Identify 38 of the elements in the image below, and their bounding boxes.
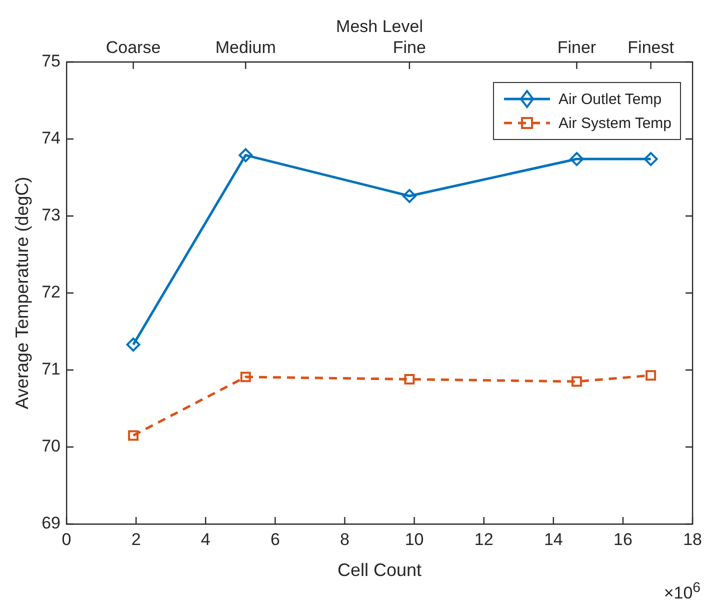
y-axis-title: Average Temperature (degC) xyxy=(12,176,32,410)
y-tick-label: 69 xyxy=(42,514,61,533)
x-tick-label: 8 xyxy=(340,530,350,549)
legend-label: Air System Temp xyxy=(558,114,672,132)
point xyxy=(128,430,139,441)
x-tick-label: 18 xyxy=(683,530,702,549)
text: Mesh Level xyxy=(336,17,423,38)
y-tick-label: 75 xyxy=(42,52,61,71)
x-axis-title: Cell Count xyxy=(338,560,422,580)
x-tick-label: 4 xyxy=(200,530,210,549)
point xyxy=(404,374,415,384)
point xyxy=(402,188,416,203)
text: ×10$^{6}$ xyxy=(664,580,701,604)
annotation: Finest xyxy=(628,38,674,58)
y-tick-label: 73 xyxy=(42,206,61,225)
x-tick-label: 2 xyxy=(131,530,141,549)
point xyxy=(644,152,658,166)
x-tick-label: 14 xyxy=(544,530,563,549)
x-tick-label: 12 xyxy=(474,530,494,549)
y-tick-label: 72 xyxy=(42,282,61,302)
x-tick-label: 16 xyxy=(614,530,632,549)
x-tick-label: 10 xyxy=(404,530,424,549)
point xyxy=(570,152,584,166)
y-tick-label: 71 xyxy=(42,360,61,379)
annotation: Medium xyxy=(215,38,276,58)
x-tick-label: 0 xyxy=(62,530,72,549)
point xyxy=(238,148,253,162)
annotation: Finer xyxy=(557,38,596,58)
annotation: Coarse xyxy=(106,38,161,58)
point xyxy=(240,372,251,382)
point xyxy=(126,338,140,352)
point xyxy=(646,370,656,381)
legend-label: Air Outlet Temp xyxy=(558,90,662,108)
annotation: Fine xyxy=(392,38,426,58)
x-tick-label: 6 xyxy=(270,530,280,549)
y-tick-label: 74 xyxy=(42,128,61,148)
y-tick-label: 70 xyxy=(42,436,61,456)
point xyxy=(571,376,582,387)
